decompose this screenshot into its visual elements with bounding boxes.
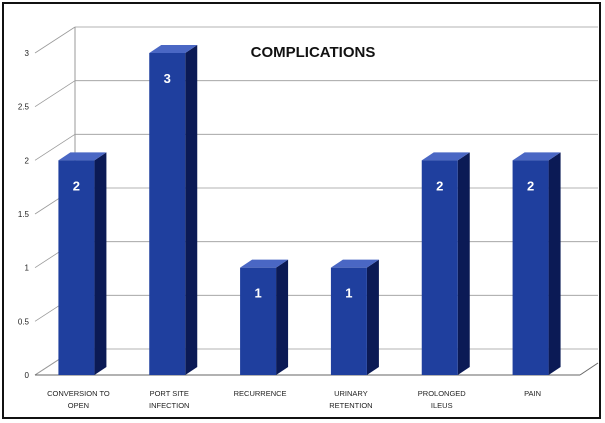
y-tick-label: 2.5 bbox=[18, 103, 30, 112]
bar-data-label: 1 bbox=[254, 286, 261, 301]
bar bbox=[240, 259, 289, 375]
bar-top bbox=[330, 259, 379, 268]
y-tick-label: 3 bbox=[25, 49, 30, 58]
chart-title: COMPLICATIONS bbox=[251, 44, 376, 61]
bar-front bbox=[330, 267, 367, 375]
x-category-label: PORT SITE INFECTION bbox=[149, 389, 189, 410]
bar-top bbox=[149, 45, 198, 53]
bar bbox=[58, 152, 107, 375]
x-category-label-line: CONVERSION TO bbox=[47, 389, 110, 398]
bar-data-label: 1 bbox=[345, 286, 352, 301]
bar-top bbox=[58, 152, 107, 161]
bar-data-label: 3 bbox=[164, 71, 171, 86]
bar-side bbox=[457, 152, 470, 375]
bar-side bbox=[276, 259, 289, 375]
bar bbox=[330, 259, 379, 375]
bar-front bbox=[512, 160, 549, 375]
bar bbox=[421, 152, 470, 375]
x-category-label: RECURRENCE bbox=[234, 389, 287, 398]
y-tick-label: 0.5 bbox=[18, 317, 30, 326]
x-category-label-line: INFECTION bbox=[149, 401, 189, 410]
bar-data-label: 2 bbox=[527, 178, 534, 193]
gridline-depth bbox=[34, 80, 76, 108]
x-category-label-line: RETENTION bbox=[329, 401, 372, 410]
x-category-label-line: PORT SITE bbox=[150, 389, 189, 398]
bar-front bbox=[58, 160, 95, 375]
bar-data-label: 2 bbox=[73, 178, 80, 193]
x-category-label: URINARY RETENTION bbox=[329, 389, 372, 410]
x-category-label-line: PAIN bbox=[524, 389, 541, 398]
bar-top bbox=[421, 152, 470, 161]
bars-layer bbox=[58, 45, 561, 375]
gridline-depth bbox=[34, 133, 76, 161]
x-category-label: PROLONGED ILEUS bbox=[418, 389, 467, 410]
bar-top bbox=[240, 259, 289, 268]
bar bbox=[149, 45, 198, 375]
bar-side bbox=[185, 45, 198, 375]
gridline-depth bbox=[34, 26, 76, 54]
x-axis-depth bbox=[579, 362, 599, 376]
bar-side bbox=[94, 152, 107, 375]
y-tick-label: 1 bbox=[25, 264, 30, 273]
bar-front bbox=[240, 267, 277, 375]
x-category-label: CONVERSION TO OPEN bbox=[47, 389, 110, 410]
x-category-label-line: OPEN bbox=[68, 401, 89, 410]
x-category-label-line: ILEUS bbox=[431, 401, 453, 410]
bar bbox=[512, 152, 561, 375]
bar-top bbox=[512, 152, 561, 161]
bar-data-label: 2 bbox=[436, 178, 443, 193]
bar-side bbox=[548, 152, 561, 375]
x-category-label: PAIN bbox=[524, 389, 541, 398]
bar-front bbox=[149, 53, 186, 375]
x-category-label-line: URINARY bbox=[334, 389, 368, 398]
y-tick-label: 1.5 bbox=[18, 210, 30, 219]
labels-layer: 2 CONVERSION TO OPEN 3 PORT SITE INFECTION 1 RE… bbox=[47, 71, 541, 410]
bar-front bbox=[421, 160, 458, 375]
x-category-label-line: RECURRENCE bbox=[234, 389, 287, 398]
bar-side bbox=[366, 259, 379, 375]
x-category-label-line: PROLONGED bbox=[418, 389, 467, 398]
y-tick-label: 2 bbox=[25, 156, 30, 165]
axis-layer: 0 0.5 1 1.5 2 2.5 3 bbox=[18, 49, 599, 380]
y-tick-label: 0 bbox=[25, 371, 30, 380]
